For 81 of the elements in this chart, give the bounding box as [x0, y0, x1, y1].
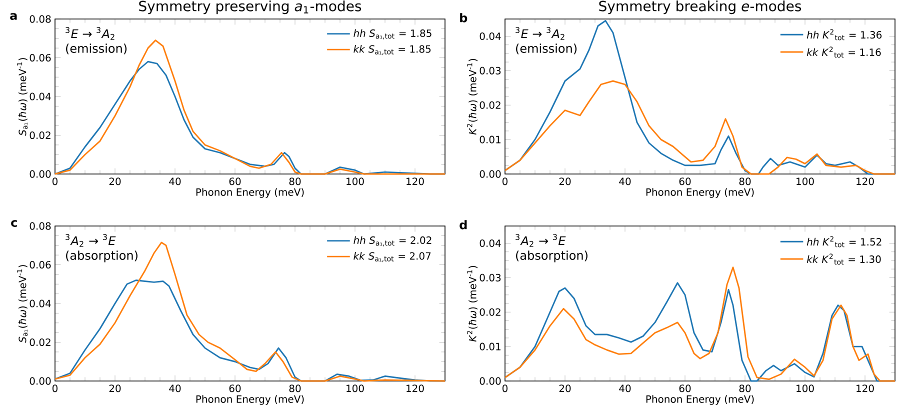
legend-label: kk S$_{a₁,tot}$ = 2.07 — [354, 252, 431, 262]
y-tick-label: 0.00 — [30, 377, 51, 385]
x-tick-label: 100 — [346, 178, 364, 186]
y-tick-label: 0.01 — [480, 136, 500, 144]
y-tick-label: 0.02 — [480, 101, 500, 109]
annotation: (absorption) — [66, 250, 138, 262]
legend-label: hh S$_{a₁,tot}$ = 2.02 — [354, 236, 432, 246]
annotation: $^{3}$E → $^{3}$A$_{2}$ — [516, 27, 564, 40]
legend-label: hh K$^{2}$$_{tot}$ = 1.52 — [806, 236, 882, 248]
y-tick-label: 0.00 — [30, 170, 51, 178]
x-tick-label: 120 — [856, 384, 874, 392]
annotation: $^{3}$A$_{2}$ → $^{3}$E — [66, 234, 116, 247]
y-tick-label: 0.03 — [480, 66, 501, 74]
x-axis-title: Phonon Energy (meV) — [646, 395, 754, 405]
x-tick-label: 40 — [169, 178, 181, 186]
annotation: $^{3}$A$_{2}$ → $^{3}$E — [516, 234, 566, 247]
legend-label: hh K$^{2}$$_{tot}$ = 1.36 — [806, 29, 882, 40]
text: a — [10, 13, 17, 20]
x-tick-label: 40 — [619, 178, 631, 186]
y-tick-label: 0.01 — [480, 342, 500, 350]
x-tick-label: 60 — [229, 384, 241, 392]
x-tick-label: 80 — [289, 178, 301, 186]
x-tick-label: 40 — [619, 384, 631, 392]
annotation: $^{3}$E → $^{3}$A$_{2}$ — [66, 27, 114, 40]
line-series — [504, 20, 896, 175]
annotation: (emission) — [66, 44, 127, 54]
chart-title: Symmetry breaking e-modes — [599, 0, 802, 14]
y-tick-label: 0.04 — [30, 92, 51, 100]
y-tick-label: 0.06 — [30, 54, 51, 62]
x-tick-label: 0 — [502, 384, 508, 392]
line-series — [504, 80, 896, 175]
y-tick-label: 0.02 — [30, 131, 50, 140]
x-tick-label: 120 — [856, 178, 874, 186]
x-tick-label: 120 — [406, 384, 424, 392]
y-tick-label: 0.04 — [480, 32, 501, 40]
y-tick-label: 0.08 — [30, 15, 51, 23]
text: c — [11, 220, 17, 227]
x-tick-label: 60 — [679, 384, 691, 392]
y-tick-label: 0.04 — [30, 300, 51, 308]
x-tick-label: 60 — [229, 178, 241, 186]
y-tick-label: 0.03 — [480, 274, 501, 282]
legend-label: kk S$_{a₁,tot}$ = 1.85 — [354, 45, 431, 56]
y-tick-label: 0.08 — [30, 222, 51, 230]
y-tick-label: 0.00 — [480, 377, 501, 385]
x-tick-label: 80 — [739, 178, 751, 186]
y-tick-label: 0.06 — [30, 260, 51, 269]
chart-title: Symmetry preserving a$_{1}$-modes — [139, 0, 362, 14]
y-tick-label: 0.02 — [480, 308, 500, 316]
y-axis-title: S$_{a₁}$(ħω) (meV$^{-1}$) — [16, 265, 28, 343]
x-tick-label: 0 — [52, 178, 58, 186]
x-tick-label: 20 — [559, 384, 571, 392]
y-axis-title: K$^{2}$(ħω) (meV$^{-1}$) — [466, 58, 478, 135]
y-tick-label: 0.04 — [480, 239, 501, 248]
x-tick-label: 100 — [796, 384, 814, 392]
y-axis-title: K$^{2}$(ħω) (meV$^{-1}$) — [466, 266, 478, 342]
x-tick-label: 60 — [679, 178, 691, 186]
legend-label: kk K$^{2}$$_{tot}$ = 1.16 — [806, 46, 881, 58]
x-tick-label: 0 — [52, 384, 58, 392]
x-tick-label: 100 — [796, 178, 814, 186]
x-tick-label: 20 — [109, 384, 121, 392]
y-tick-label: 0.00 — [480, 170, 501, 178]
x-tick-label: 20 — [559, 178, 571, 186]
x-axis-title: Phonon Energy (meV) — [196, 188, 304, 198]
x-tick-label: 0 — [502, 178, 508, 186]
line-series — [54, 40, 446, 175]
legend-label: hh S$_{a₁,tot}$ = 1.85 — [354, 29, 432, 40]
x-tick-label: 40 — [169, 384, 181, 392]
x-tick-label: 100 — [346, 384, 364, 392]
x-axis-title: Phonon Energy (meV) — [196, 395, 304, 405]
y-axis-title: S$_{a₁}$(ħω) (meV$^{-1}$) — [16, 58, 28, 136]
y-tick-label: 0.02 — [30, 338, 50, 346]
x-tick-label: 80 — [739, 384, 751, 392]
legend-label: kk K$^{2}$$_{tot}$ = 1.30 — [806, 254, 881, 265]
annotation: (absorption) — [516, 250, 588, 262]
x-tick-label: 20 — [109, 178, 121, 186]
x-tick-label: 80 — [289, 384, 301, 392]
text: d — [460, 220, 467, 230]
annotation: (emission) — [516, 44, 577, 54]
text: b — [460, 13, 468, 22]
x-axis-title: Phonon Energy (meV) — [646, 188, 754, 198]
x-tick-label: 120 — [406, 178, 424, 186]
